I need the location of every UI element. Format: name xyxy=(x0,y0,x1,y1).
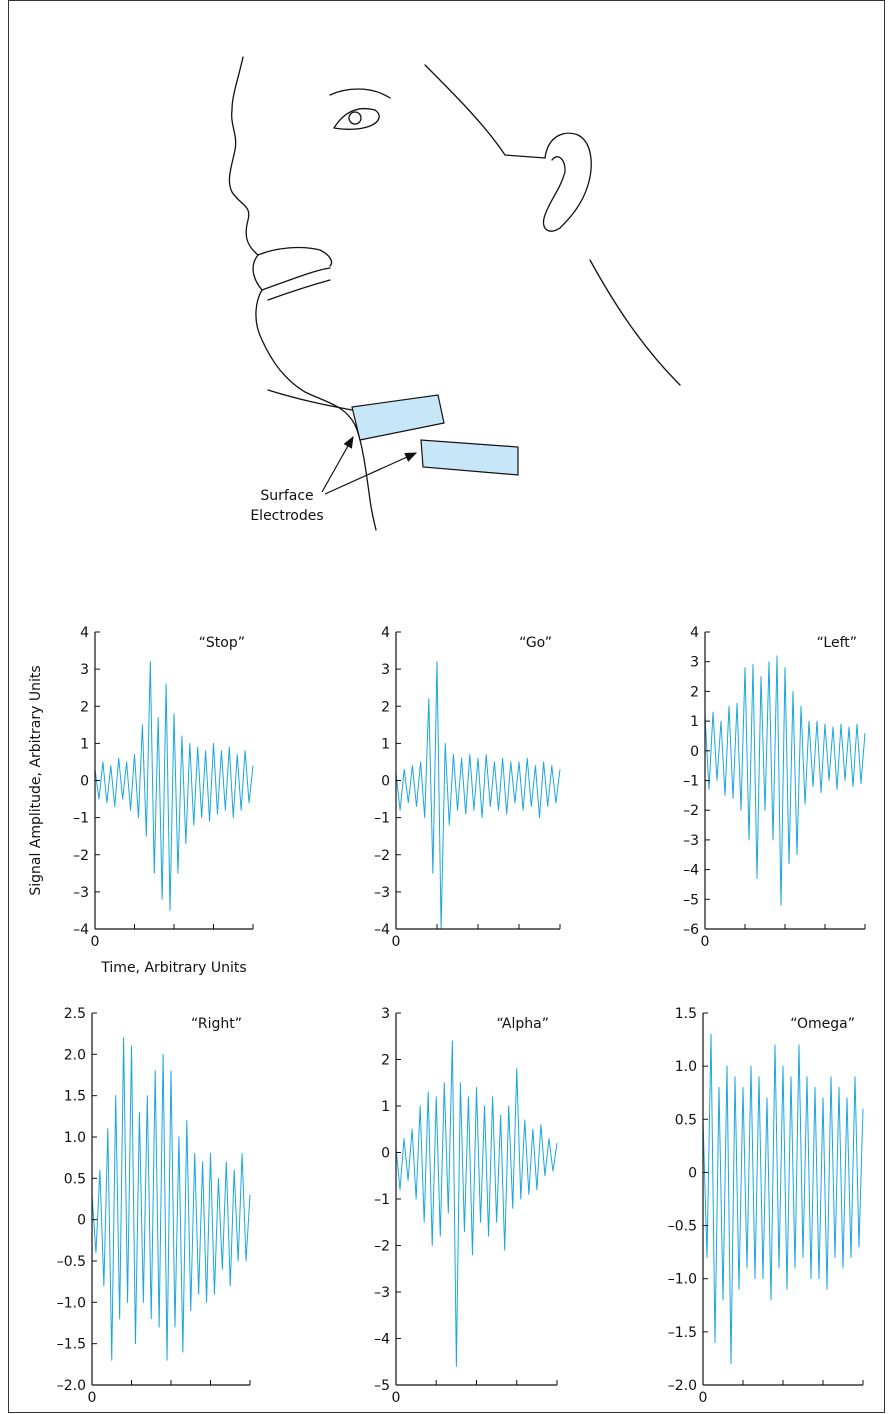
y-tick-label: 4 xyxy=(80,625,89,641)
y-tick-label: –5 xyxy=(374,1378,390,1394)
y-tick-label: –0.5 xyxy=(57,1254,86,1270)
y-tick-label: –3 xyxy=(73,885,89,901)
electrode-label: Surface xyxy=(260,488,313,504)
x-tick-label: 0 xyxy=(701,934,710,950)
x-tick-label: 0 xyxy=(91,934,100,950)
y-tick-label: 3 xyxy=(381,662,390,678)
y-tick-label: 1.5 xyxy=(675,1006,697,1022)
y-tick-label: –5 xyxy=(683,892,699,908)
electrode xyxy=(351,394,445,441)
arrow xyxy=(321,435,354,493)
x-axis-label: Time, Arbitrary Units xyxy=(100,960,246,976)
y-tick-label: 2 xyxy=(80,699,89,715)
y-tick-label: 0 xyxy=(381,1146,390,1162)
y-tick-label: –6 xyxy=(683,922,699,938)
y-tick-label: –0.5 xyxy=(668,1219,697,1235)
y-tick-label: –1.5 xyxy=(57,1337,86,1353)
y-tick-label: 3 xyxy=(80,662,89,678)
chart-title: “Right” xyxy=(191,1016,242,1032)
electrode xyxy=(420,439,519,476)
y-tick-label: 3 xyxy=(690,655,699,671)
y-tick-label: 1 xyxy=(690,714,699,730)
chart-title: “Omega” xyxy=(790,1016,855,1032)
y-tick-label: –1 xyxy=(374,1192,390,1208)
y-tick-label: –2 xyxy=(374,1239,390,1255)
y-tick-label: –4 xyxy=(73,922,89,938)
y-tick-label: –2.0 xyxy=(668,1378,697,1394)
y-tick-label: 0 xyxy=(688,1165,697,1181)
y-tick-label: –1.0 xyxy=(57,1295,86,1311)
y-tick-label: 0.5 xyxy=(675,1112,697,1128)
chart-title: “Stop” xyxy=(199,635,245,651)
electrode-label: Electrodes xyxy=(250,508,323,524)
signal-line xyxy=(704,655,866,906)
y-tick-label: 4 xyxy=(690,625,699,641)
signal-line xyxy=(702,1033,864,1365)
y-tick-label: 3 xyxy=(381,1006,390,1022)
y-tick-label: –3 xyxy=(374,1285,390,1301)
y-tick-label: 0.5 xyxy=(64,1171,86,1187)
y-tick-label: –3 xyxy=(683,833,699,849)
y-tick-label: –2 xyxy=(374,848,390,864)
y-tick-label: 1.0 xyxy=(64,1130,86,1146)
y-tick-label: –2 xyxy=(73,848,89,864)
y-tick-label: –3 xyxy=(374,885,390,901)
y-tick-label: 1 xyxy=(381,736,390,752)
arrow xyxy=(324,452,418,495)
y-tick-label: –1 xyxy=(683,774,699,790)
y-tick-label: 2.5 xyxy=(64,1006,86,1022)
x-tick-label: 0 xyxy=(392,934,401,950)
x-tick-label: 0 xyxy=(88,1390,97,1406)
signal-line xyxy=(91,1037,251,1361)
y-tick-label: 2 xyxy=(690,684,699,700)
chart-title: “Left” xyxy=(817,635,857,651)
y-tick-label: 1 xyxy=(381,1099,390,1115)
y-tick-label: 0 xyxy=(690,744,699,760)
y-axis-label: Signal Amplitude, Arbitrary Units xyxy=(28,665,44,895)
signal-line xyxy=(395,661,561,930)
x-tick-label: 0 xyxy=(699,1390,708,1406)
x-tick-label: 0 xyxy=(392,1390,401,1406)
y-tick-label: –1 xyxy=(374,811,390,827)
y-tick-label: –2 xyxy=(683,803,699,819)
y-tick-label: –1.0 xyxy=(668,1272,697,1288)
y-tick-label: 1 xyxy=(80,736,89,752)
y-tick-label: –4 xyxy=(374,922,390,938)
y-tick-label: 0 xyxy=(77,1213,86,1229)
y-tick-label: 0 xyxy=(80,774,89,790)
y-tick-label: 1.5 xyxy=(64,1089,86,1105)
y-tick-label: –2.0 xyxy=(57,1378,86,1394)
y-tick-label: –4 xyxy=(683,863,699,879)
chart-title: “Go” xyxy=(519,635,552,651)
y-tick-label: 2 xyxy=(381,699,390,715)
electrodes: Surface Electrodes xyxy=(250,394,519,524)
signal-line xyxy=(94,661,254,911)
y-tick-label: 4 xyxy=(381,625,390,641)
y-tick-label: 1.0 xyxy=(675,1059,697,1075)
y-tick-label: –4 xyxy=(374,1332,390,1348)
signal-line xyxy=(395,1040,558,1367)
chart-title: “Alpha” xyxy=(496,1016,549,1032)
y-tick-label: –1 xyxy=(73,811,89,827)
head-illustration xyxy=(228,56,681,531)
y-tick-label: 2.0 xyxy=(64,1047,86,1063)
frame xyxy=(8,0,885,1413)
y-tick-label: 2 xyxy=(381,1053,390,1069)
y-tick-label: 0 xyxy=(381,774,390,790)
y-tick-label: –1.5 xyxy=(668,1325,697,1341)
